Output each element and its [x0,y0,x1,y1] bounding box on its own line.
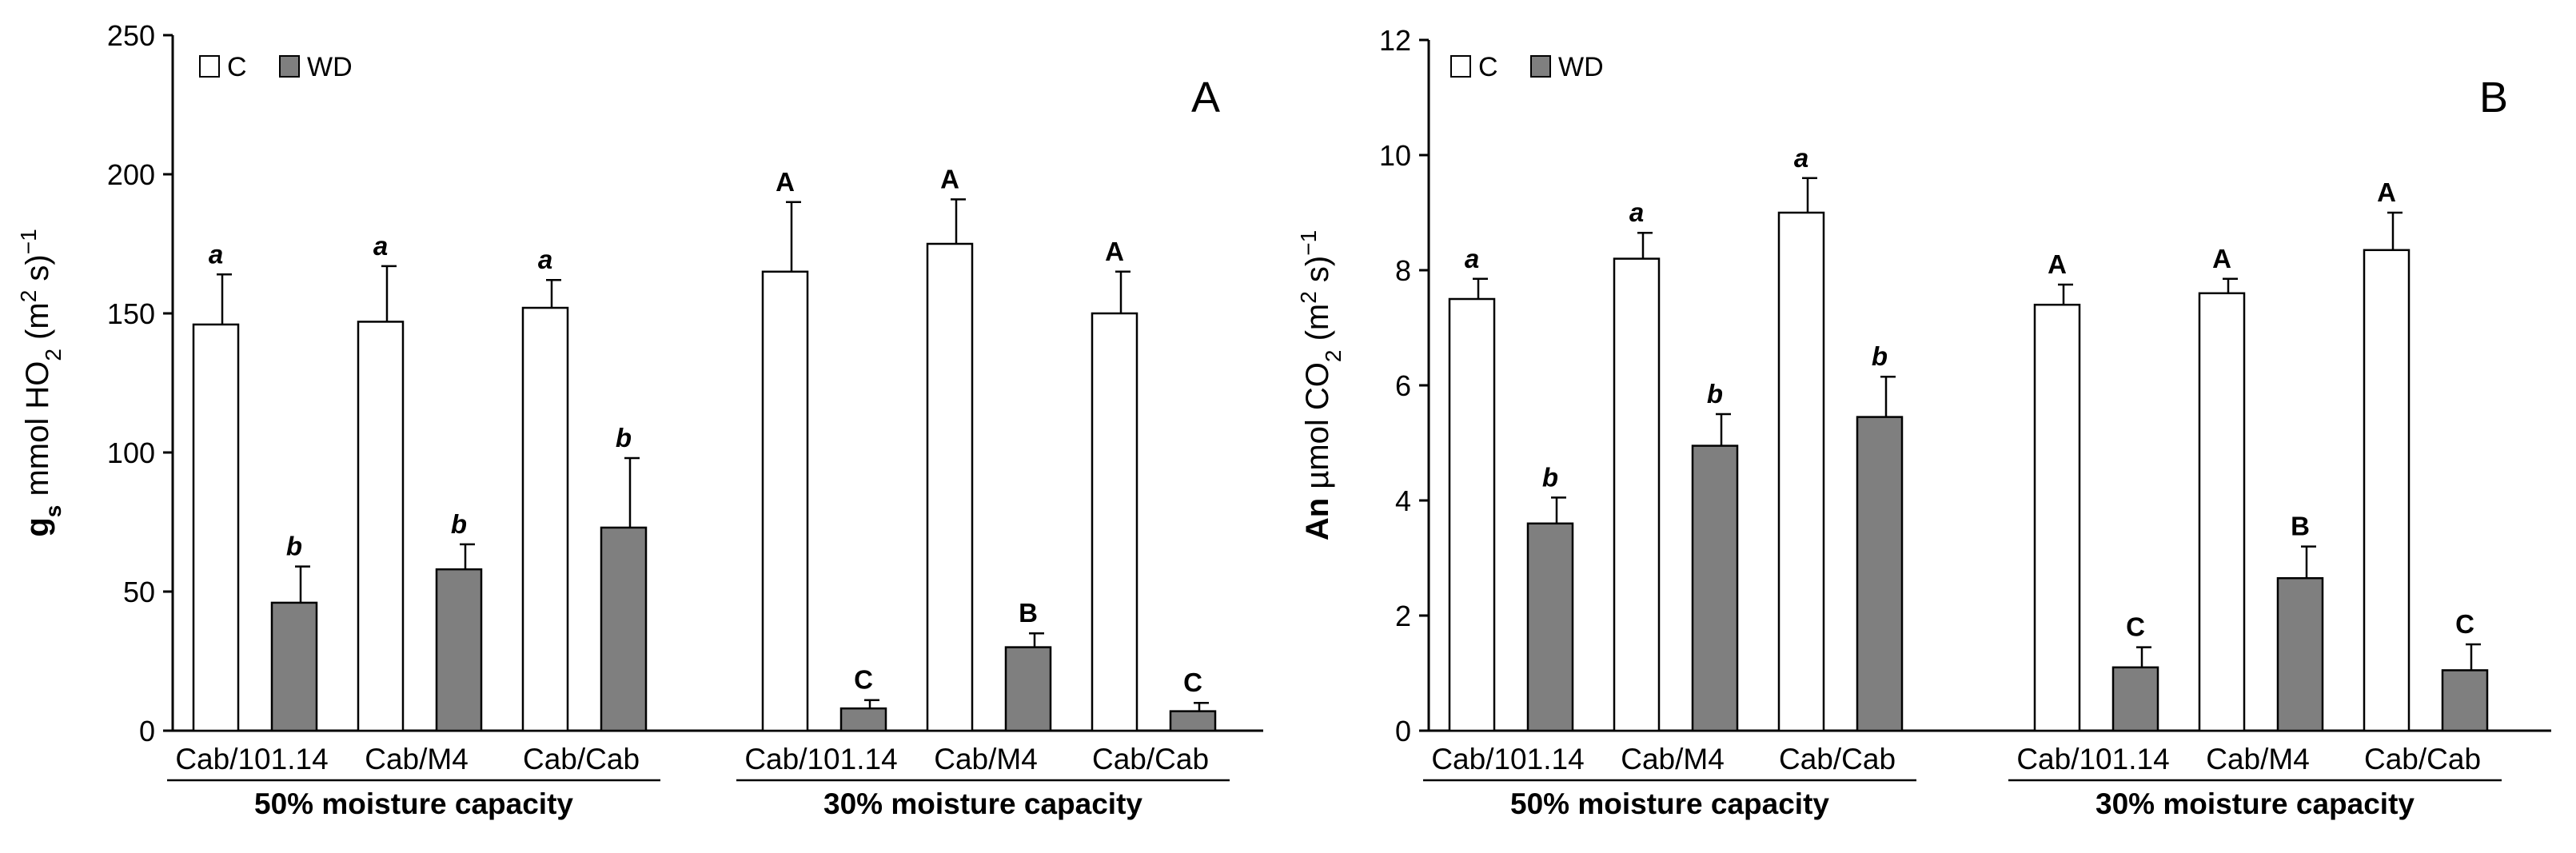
significance-letter: a [538,245,552,274]
significance-letter: a [1794,143,1808,173]
significance-letter: a [1629,197,1644,227]
significance-letter: A [2048,249,2067,279]
significance-letter: b [1542,462,1558,492]
y-tick-label: 200 [107,158,155,191]
legend-swatch-c [199,55,220,78]
y-tick-label: 4 [1395,484,1411,517]
category-label: Cab/M4 [1621,743,1725,775]
y-tick-label: 0 [1395,715,1411,747]
bar-c-b-g1-2 [2363,249,2411,732]
y-tick-label: 10 [1379,139,1411,172]
bar-c-b-g0-2 [1777,211,1825,732]
y-tick-label: 2 [1395,600,1411,632]
category-label: Cab/101.14 [175,743,328,775]
group-label: 30% moisture capacity [823,787,1142,820]
significance-letter: b [616,423,632,452]
bar-wd-b-g1-0 [2111,666,2159,732]
bar-wd-b-g0-0 [1526,522,1574,732]
category-label: Cab/101.14 [2016,743,2169,775]
significance-letter: A [2212,244,2231,273]
significance-letter: A [2377,177,2396,207]
significance-letter: b [286,532,302,561]
category-label: Cab/Cab [523,743,640,775]
legend-swatch-wd [279,55,300,78]
category-label: Cab/101.14 [744,743,897,775]
bar-c-a-g0-1 [357,321,405,732]
panel-b: 0 2 4 6 8 10 12 An µmol CO2 (m2 s)−1 a b a b a b Cab/1… [1288,0,2576,849]
bar-wd-a-g0-0 [270,601,318,732]
significance-letter: b [451,509,467,539]
bar-wd-a-g1-1 [1004,646,1052,732]
legend-swatch-c [1450,55,1471,78]
significance-letter: a [1465,244,1479,273]
category-label: Cab/Cab [2364,743,2481,775]
chart-a-svg: 0 50 100 150 200 250 gs mmol HO2 (m2 s)−1 a b a b a… [16,19,1263,820]
panel-a: 0 50 100 150 200 250 gs mmol HO2 (m2 s)−1 a b a b a… [0,0,1288,849]
panel-label: B [2479,74,2508,122]
y-axis-label: gs mmol HO2 (m2 s)−1 [16,229,66,536]
significance-letter: B [1019,598,1038,628]
bar-c-b-g0-1 [1613,257,1661,732]
y-tick-label: 100 [107,436,155,469]
legend-swatch-wd [1530,55,1551,78]
legend-label-wd: WD [307,52,353,82]
group-label: 50% moisture capacity [254,787,573,820]
bar-wd-a-g1-0 [839,707,887,732]
y-tick-label: 0 [139,715,155,747]
group-label: 30% moisture capacity [2095,787,2415,820]
y-axis-label: An µmol CO2 (m2 s)−1 [1296,230,1346,540]
significance-letter: A [940,164,959,193]
bar-wd-a-g0-2 [600,526,648,732]
chart-b-svg: 0 2 4 6 8 10 12 An µmol CO2 (m2 s)−1 a b a b a b Cab/1… [1296,24,2551,820]
category-label: Cab/M4 [365,743,469,775]
significance-letter: b [1707,379,1723,409]
bar-wd-b-g0-1 [1691,444,1739,732]
y-tick-label: 12 [1379,24,1411,57]
significance-letter: C [2455,609,2474,639]
category-label: Cab/M4 [2206,743,2310,775]
panel-label: A [1191,74,1220,122]
y-tick-label: 6 [1395,369,1411,402]
category-label: Cab/101.14 [1431,743,1584,775]
significance-letter: A [776,167,795,197]
group-label: 50% moisture capacity [1510,787,1829,820]
bar-wd-b-g1-2 [2441,669,2489,732]
bar-c-b-g0-0 [1448,297,1496,732]
bar-wd-b-g0-2 [1856,416,1904,732]
y-tick-label: 150 [107,297,155,330]
significance-letter: B [2291,512,2310,541]
bar-c-b-g1-0 [2033,303,2081,732]
bar-c-b-g1-1 [2198,292,2246,732]
y-tick-label: 250 [107,19,155,52]
legend-label-wd: WD [1558,52,1604,82]
significance-letter: A [1105,237,1124,266]
bar-wd-a-g0-1 [435,568,483,732]
legend-label-c: C [1478,52,1498,82]
y-tick-label: 8 [1395,254,1411,287]
significance-letter: C [854,665,873,695]
category-label: Cab/M4 [934,743,1038,775]
bar-c-a-g1-1 [926,242,974,732]
legend-label-c: C [227,52,247,82]
bar-c-a-g0-0 [192,323,240,732]
y-tick-label: 50 [123,576,155,608]
bar-wd-b-g1-1 [2276,576,2324,732]
bar-c-a-g0-2 [521,306,569,732]
category-label: Cab/Cab [1092,743,1209,775]
significance-letter: a [209,239,223,269]
significance-letter: b [1872,341,1888,371]
significance-letter: C [1183,668,1202,697]
bar-wd-a-g1-2 [1169,710,1217,732]
significance-letter: C [2126,612,2145,642]
bar-c-a-g1-0 [761,270,809,732]
significance-letter: a [373,231,388,261]
category-label: Cab/Cab [1779,743,1896,775]
bar-c-a-g1-2 [1091,312,1138,732]
